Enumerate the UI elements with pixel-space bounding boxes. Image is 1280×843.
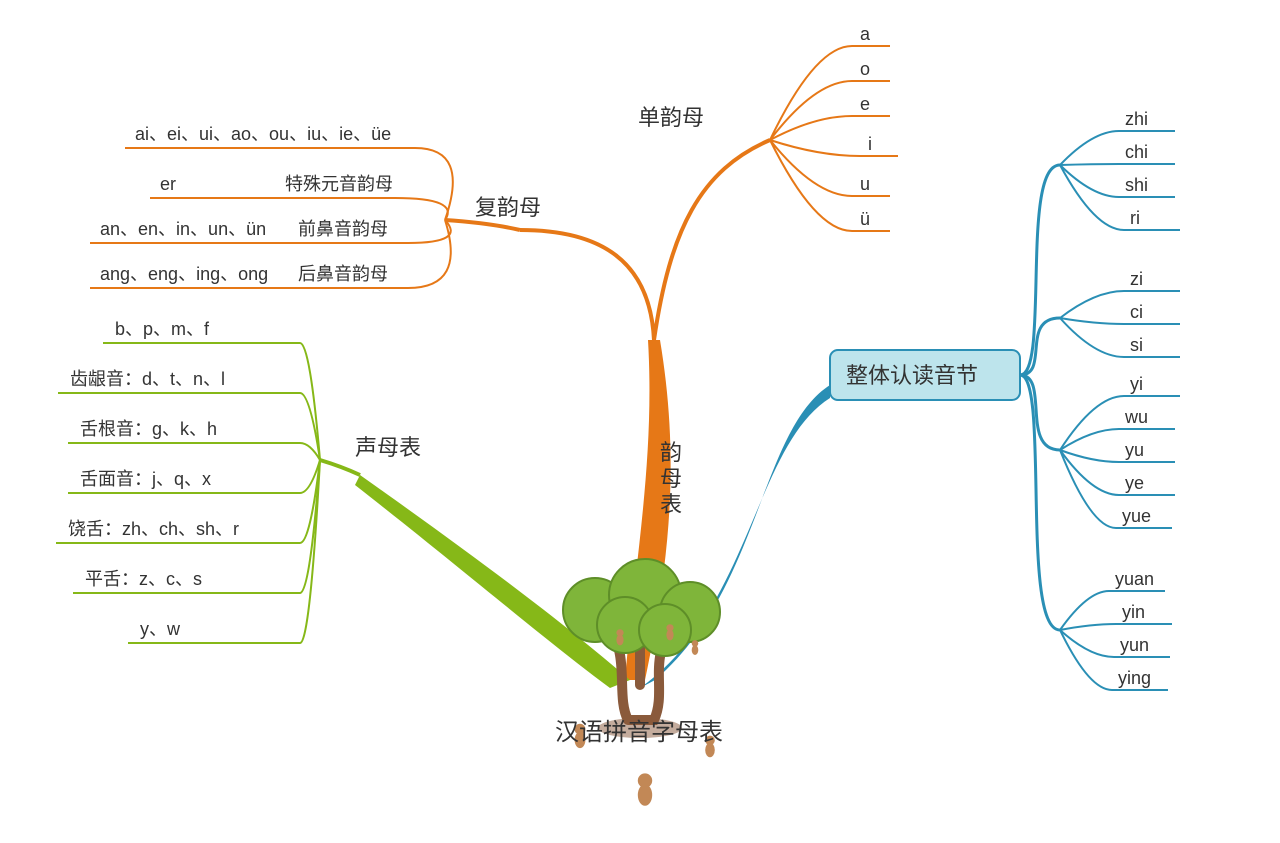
label-yunmu-2: 表 (660, 492, 682, 517)
sublabel-fu-2: 前鼻音韵母 (298, 219, 388, 239)
edge-dan-4 (770, 140, 890, 196)
edge-zt-1-1 (1060, 318, 1180, 324)
leaf-zt-0-2: shi (1125, 175, 1148, 195)
branch-fu (520, 230, 654, 340)
leaf-shengmu-2: 舌根音：g、k、h (80, 419, 217, 439)
edge-fu-1 (150, 198, 448, 220)
leaf-dan-5: ü (860, 209, 870, 229)
leaf-zt-2-3: ye (1125, 473, 1144, 493)
edge-shengmu-2 (68, 443, 320, 460)
leaf-zt-3-3: ying (1118, 668, 1151, 688)
edge-fu-stem (445, 220, 520, 230)
leaf-zt-2-0: yi (1130, 374, 1143, 394)
edge-zt-3-1 (1060, 624, 1172, 630)
edge-zt-1-0 (1060, 291, 1180, 318)
edge-zt-0-0 (1060, 131, 1175, 165)
center-tree (563, 559, 720, 806)
label-danyunmu: 单韵母 (638, 105, 704, 130)
leaf-zt-2-1: wu (1124, 407, 1148, 427)
edge-zt-2-1 (1060, 429, 1175, 450)
edge-zt-group-3 (1020, 375, 1060, 630)
leaf-zt-0-3: ri (1130, 208, 1140, 228)
leaf-fu-2: an、en、in、un、ün (100, 219, 266, 239)
leaf-shengmu-4: 饶舌：zh、ch、sh、r (68, 519, 239, 539)
trunk-shengmu-tip (320, 460, 360, 475)
label-shengmu: 声母表 (355, 435, 421, 460)
label-yunmu-1: 母 (660, 466, 682, 491)
edge-dan-0 (770, 46, 890, 140)
leaf-shengmu-6: y、w (140, 619, 181, 639)
label-fuyunmu: 复韵母 (475, 195, 541, 220)
edge-zt-group-1 (1020, 318, 1060, 375)
sublabel-fu-3: 后鼻音韵母 (298, 264, 388, 284)
leaf-zt-1-2: si (1130, 335, 1143, 355)
leaf-dan-4: u (860, 174, 870, 194)
leaf-zt-3-1: yin (1122, 602, 1145, 622)
leaf-zt-0-0: zhi (1125, 109, 1148, 129)
edge-zt-2-2 (1060, 450, 1175, 462)
leaf-zt-1-0: zi (1130, 269, 1143, 289)
leaf-zt-3-0: yuan (1115, 569, 1154, 589)
edge-zt-3-3 (1060, 630, 1168, 690)
edge-zt-2-0 (1060, 396, 1180, 450)
leaf-dan-3: i (868, 134, 872, 154)
label-yunmu-0: 韵 (660, 440, 682, 465)
label-zhengti: 整体认读音节 (846, 363, 978, 388)
leaf-fu-1: er (160, 174, 176, 194)
mindmap-canvas: aoeiuü 单韵母 ai、ei、ui、ao、ou、iu、ie、üe er 特殊元音韵母… (0, 0, 1280, 843)
edge-zt-group-0 (1020, 165, 1060, 375)
center-title: 汉语拼音字母表 (555, 719, 723, 746)
edge-dan-3 (770, 140, 898, 156)
leaf-dan-1: o (860, 59, 870, 79)
branch-dan (654, 140, 770, 340)
leaf-zt-2-4: yue (1122, 506, 1151, 526)
leaf-shengmu-3: 舌面音：j、q、x (80, 469, 211, 489)
leaf-zt-3-2: yun (1120, 635, 1149, 655)
edge-zt-3-2 (1060, 630, 1170, 657)
leaf-shengmu-0: b、p、m、f (115, 319, 210, 339)
leaf-zt-1-1: ci (1130, 302, 1143, 322)
leaf-shengmu-5: 平舌：z、c、s (85, 569, 202, 589)
leaf-fu-3: ang、eng、ing、ong (100, 264, 268, 284)
leaf-zt-2-2: yu (1125, 440, 1144, 460)
edge-zt-group-2 (1020, 375, 1060, 450)
leaf-dan-0: a (860, 24, 871, 44)
edge-zt-0-1 (1060, 164, 1175, 165)
leaf-shengmu-1: 齿龈音：d、t、n、l (70, 369, 225, 389)
sublabel-fu-1: 特殊元音韵母 (285, 174, 393, 194)
leaf-dan-2: e (860, 94, 870, 114)
leaf-zt-0-1: chi (1125, 142, 1148, 162)
leaf-fu-0: ai、ei、ui、ao、ou、iu、ie、üe (135, 124, 391, 144)
